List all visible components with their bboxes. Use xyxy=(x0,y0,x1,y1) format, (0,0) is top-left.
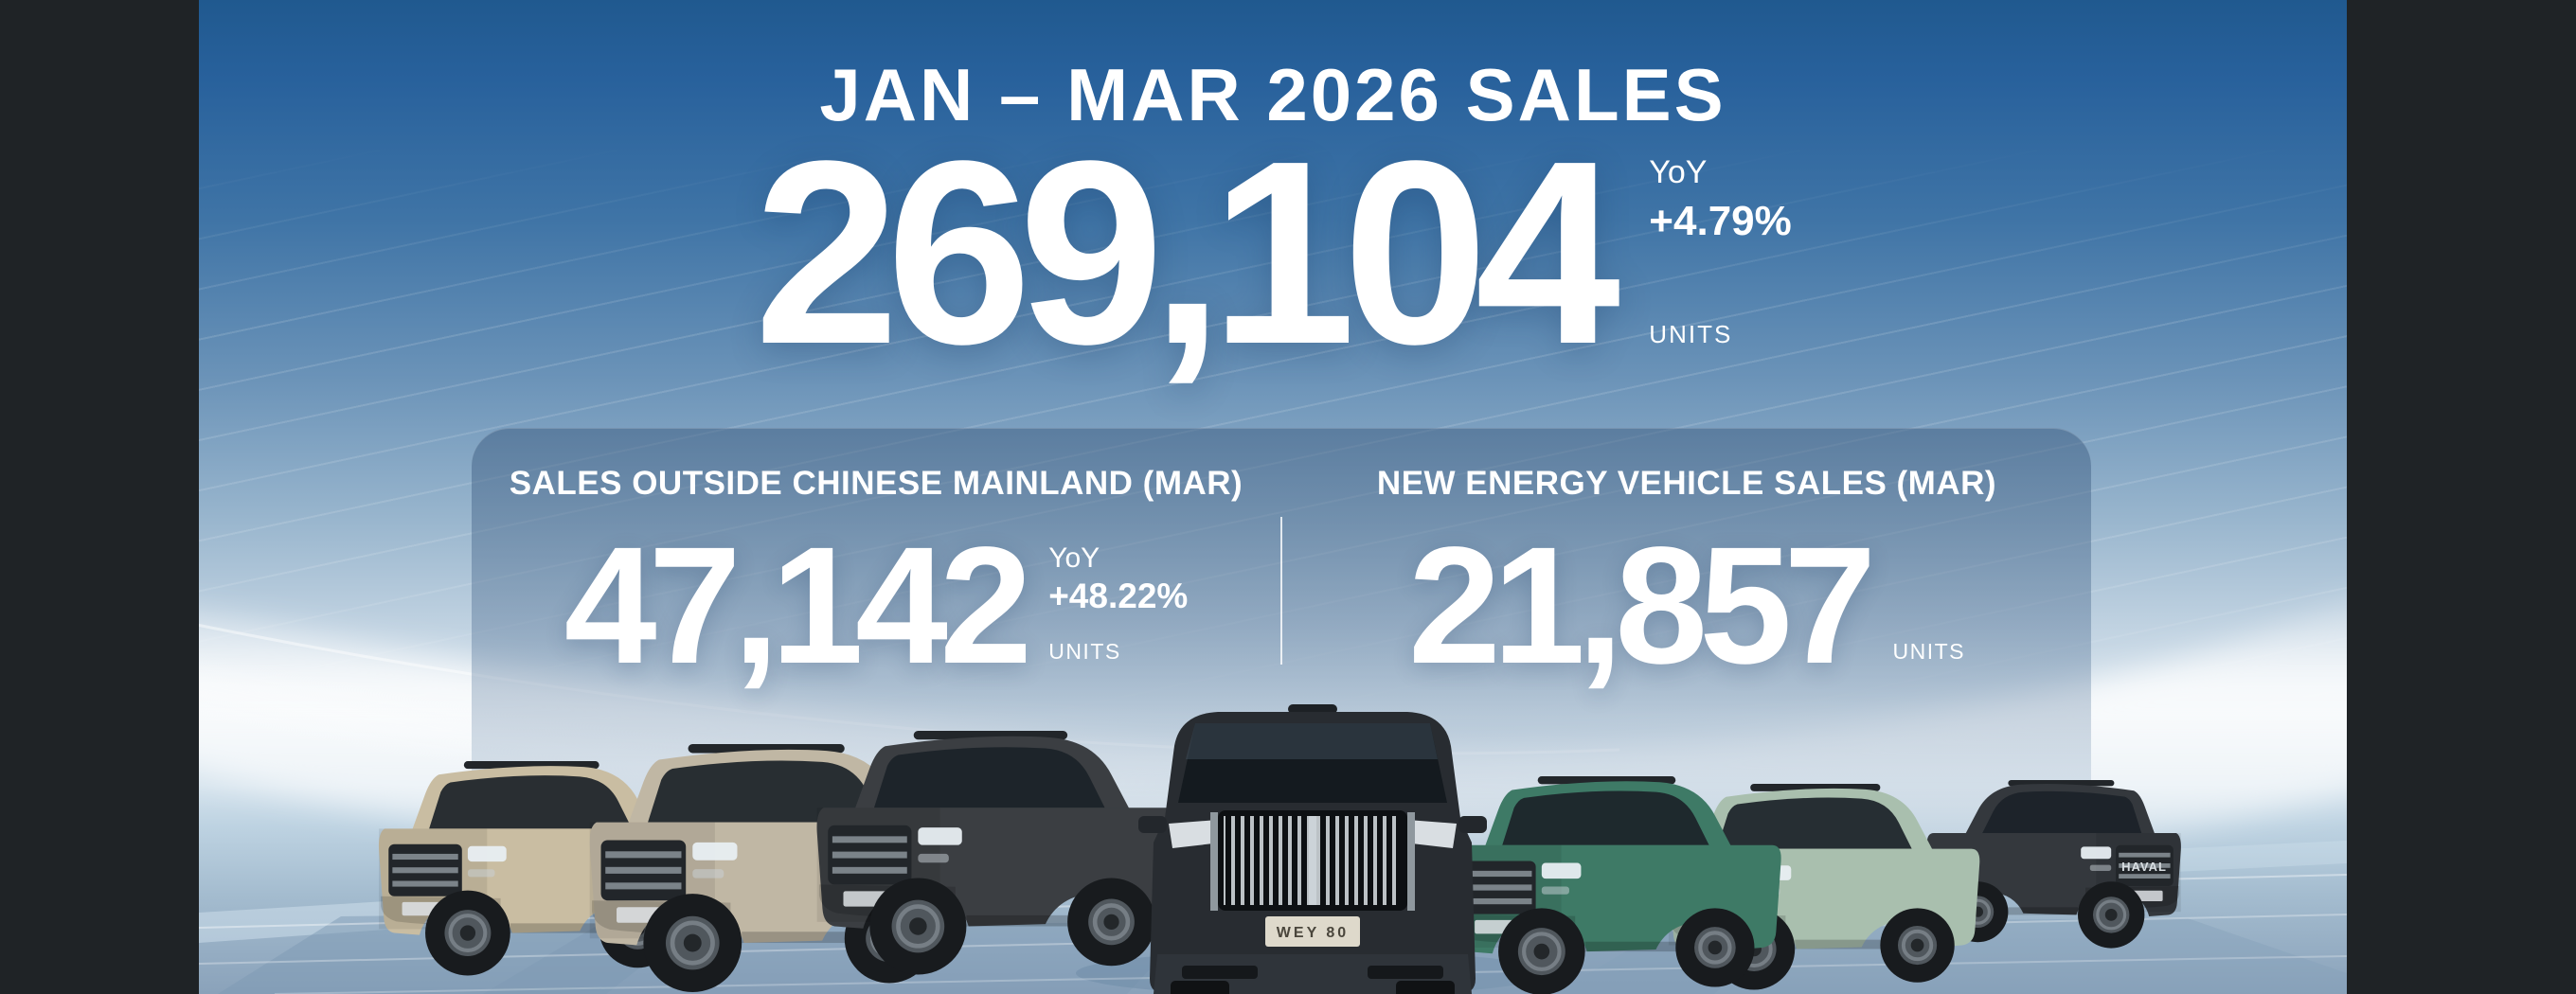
left-letterbox-bar xyxy=(0,0,199,994)
yoy-label: YoY xyxy=(1048,542,1100,574)
yoy-value: +4.79% xyxy=(1649,198,1792,244)
page-title: JAN – MAR 2026 SALES xyxy=(819,53,1726,137)
total-sales-stat: 269,104 YoY +4.79% UNITS xyxy=(199,107,2347,399)
card-divider xyxy=(1280,517,1282,665)
total-sales-value: 269,104 xyxy=(754,107,1620,399)
overseas-sales-value: 47,142 xyxy=(564,513,1032,699)
vehicle-lineup: HAVAL WEY 80 xyxy=(199,704,2347,994)
nev-sales-label: NEW ENERGY VEHICLE SALES (MAR) xyxy=(1376,465,1997,502)
haval-grille-text: HAVAL xyxy=(2121,860,2167,874)
mpv-license-plate: WEY 80 xyxy=(1277,925,1349,941)
units-label: UNITS xyxy=(1649,320,1733,348)
overseas-sales-label: SALES OUTSIDE CHINESE MAINLAND (MAR) xyxy=(509,465,1243,502)
vehicle-black-luxury-mpv: WEY 80 xyxy=(1138,704,1487,994)
yoy-value: +48.22% xyxy=(1048,577,1189,615)
total-sales-meta: YoY +4.79% UNITS xyxy=(1649,153,1791,348)
units-label: UNITS xyxy=(1048,639,1121,664)
units-label: UNITS xyxy=(1892,639,1965,664)
nev-sales-stat: NEW ENERGY VEHICLE SALES (MAR) 21,857 UN… xyxy=(1282,428,2091,994)
overseas-sales-stat: SALES OUTSIDE CHINESE MAINLAND (MAR) 47,… xyxy=(472,428,1280,994)
nev-sales-value: 21,857 xyxy=(1407,513,1876,699)
right-letterbox-bar xyxy=(2347,0,2576,994)
yoy-label: YoY xyxy=(1649,154,1708,190)
sales-infographic-stage: JAN – MAR 2026 SALES 269,104 YoY +4.79% … xyxy=(199,0,2347,994)
